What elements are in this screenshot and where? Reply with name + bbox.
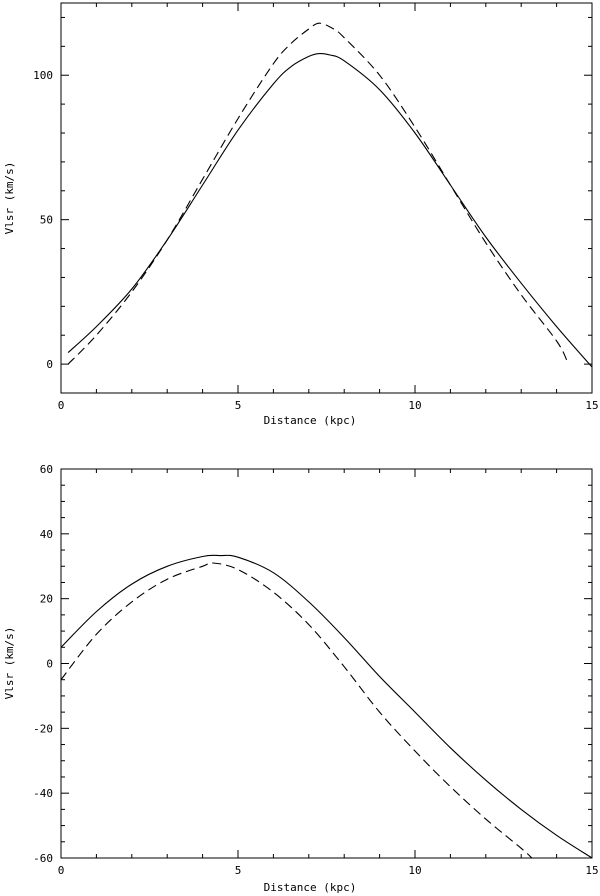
y-tick-label: 0: [46, 358, 53, 371]
dashed-curve: [67, 22, 568, 365]
y-tick-label: 20: [40, 593, 53, 606]
x-tick-label: 5: [235, 864, 242, 877]
velocity-distance-chart-top: 0 5 10 15 0 50 100 Distance (kpc) Vlsr (km/s): [3, 2, 599, 427]
axis-ticks: [60, 3, 593, 394]
solid-curve: [60, 554, 593, 859]
y-tick-label: 60: [40, 463, 53, 476]
curves: [67, 22, 593, 368]
y-tick-label: 0: [46, 658, 53, 671]
axis-ticks: [60, 468, 593, 859]
x-tick-label: 15: [585, 399, 598, 412]
curves: [60, 554, 593, 859]
velocity-distance-chart-bottom: 0 5 10 15 -60 -40 -20 0 20 40 60 Distance (kpc) Vl…: [3, 463, 599, 894]
y-tick-label: -40: [33, 787, 53, 800]
x-tick-label: 10: [408, 864, 421, 877]
x-axis-label: Distance (kpc): [264, 881, 357, 894]
plot-frame: [60, 468, 593, 859]
x-tick-label: 5: [235, 399, 242, 412]
y-tick-label: -60: [33, 852, 53, 865]
plot-frame: [60, 2, 593, 394]
solid-curve: [67, 52, 593, 368]
x-tick-label: 15: [585, 864, 598, 877]
y-tick-label: 40: [40, 528, 53, 541]
y-axis-label: Vlsr (km/s): [3, 162, 16, 235]
y-tick-label: 50: [40, 214, 53, 227]
x-tick-label: 0: [58, 864, 65, 877]
y-axis-label: Vlsr (km/s): [3, 627, 16, 700]
dashed-curve: [60, 562, 533, 859]
x-axis-label: Distance (kpc): [264, 414, 357, 427]
y-tick-label: 100: [33, 69, 53, 82]
x-tick-label: 0: [58, 399, 65, 412]
y-tick-label: -20: [33, 722, 53, 735]
tick-labels: 0 5 10 15 -60 -40 -20 0 20 40 60: [33, 463, 599, 877]
x-tick-label: 10: [408, 399, 421, 412]
tick-labels: 0 5 10 15 0 50 100: [33, 69, 599, 412]
